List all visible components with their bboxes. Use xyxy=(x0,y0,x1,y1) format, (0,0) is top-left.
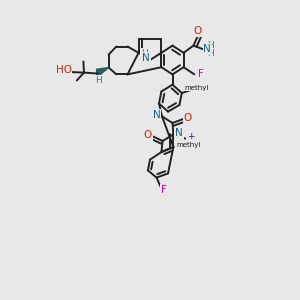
Text: N: N xyxy=(203,44,211,54)
Text: H: H xyxy=(207,41,214,50)
Text: O: O xyxy=(183,112,192,123)
Polygon shape xyxy=(97,68,109,78)
Text: N: N xyxy=(175,128,183,138)
Text: HO: HO xyxy=(56,64,72,75)
Text: O: O xyxy=(143,130,152,140)
Text: methyl: methyl xyxy=(176,142,201,148)
Text: O: O xyxy=(194,26,202,36)
Text: F: F xyxy=(198,69,204,79)
Text: H: H xyxy=(141,49,147,58)
Text: N: N xyxy=(153,110,160,120)
Text: +: + xyxy=(187,132,195,141)
Text: methyl: methyl xyxy=(184,85,209,91)
Text: H: H xyxy=(207,49,214,58)
Text: N: N xyxy=(142,52,150,63)
Text: F: F xyxy=(161,185,167,195)
Text: H: H xyxy=(95,76,102,85)
